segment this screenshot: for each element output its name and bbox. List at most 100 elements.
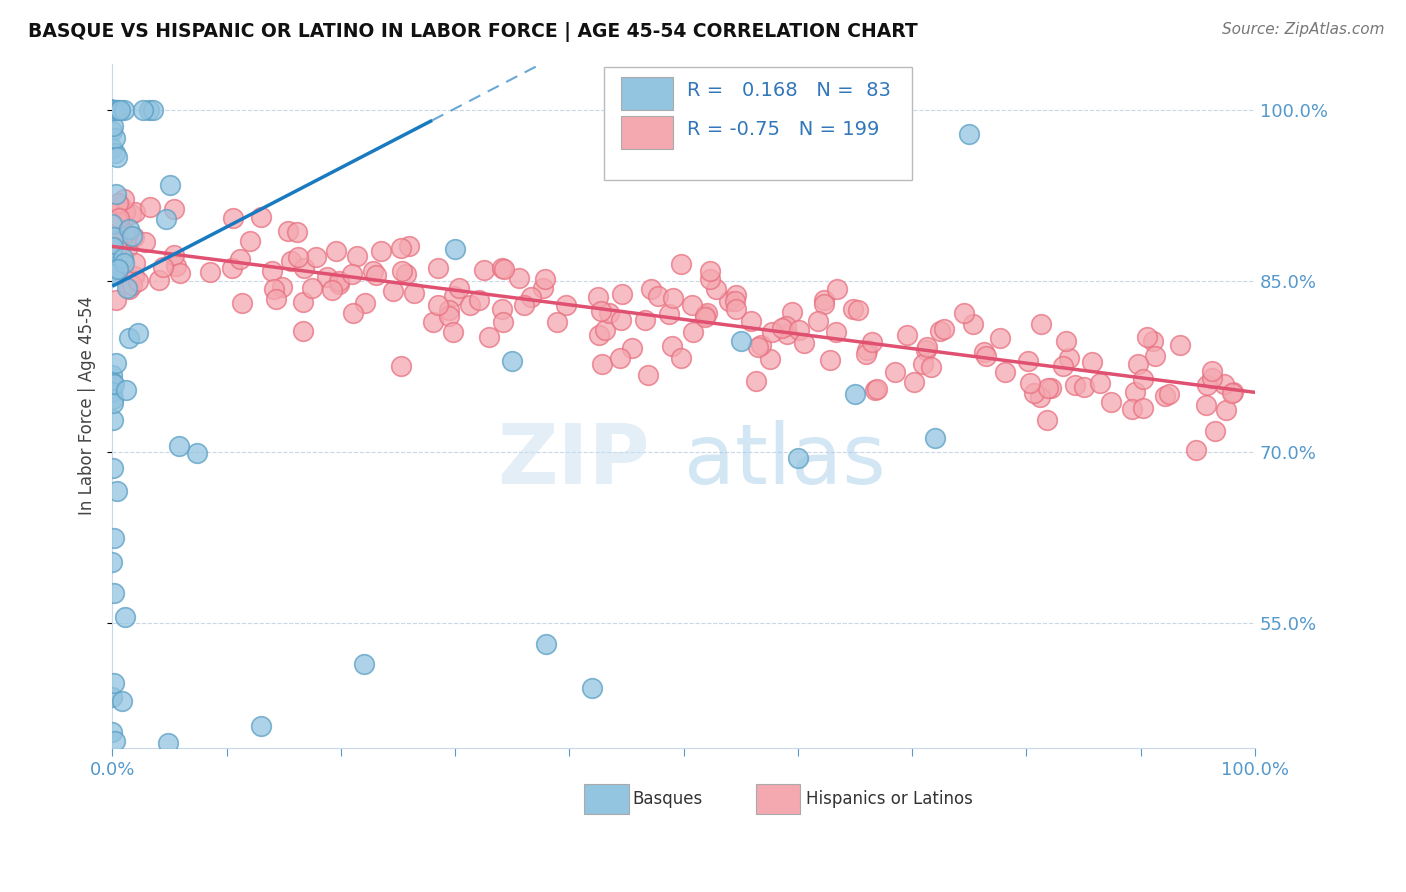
Point [591,357,613,371]
Point [124,205,146,219]
Point [1159,387,1181,401]
Point [121,228,143,243]
Point [101,124,124,138]
Point [825,282,848,296]
Point [761,326,783,340]
Point [105,356,128,370]
Point [717,293,740,308]
Point [1029,390,1052,404]
Point [813,293,835,308]
Point [165,259,187,273]
Point [381,284,404,298]
Point [704,282,727,296]
Point [321,283,343,297]
Point [134,235,156,249]
Point [101,103,124,117]
Point [354,296,377,310]
Point [441,325,464,339]
Point [104,187,127,202]
Point [111,251,134,265]
Point [114,610,136,624]
Point [444,243,467,257]
Text: ZIP: ZIP [496,420,650,501]
Point [305,250,328,264]
Point [468,293,491,307]
Point [391,263,413,277]
Point [262,264,284,278]
Point [1040,381,1063,395]
Point [111,694,134,708]
Point [621,341,644,355]
Point [101,103,124,117]
Point [1204,425,1226,439]
Point [127,326,149,341]
Text: Source: ZipAtlas.com: Source: ZipAtlas.com [1222,22,1385,37]
Point [139,200,162,214]
Point [277,224,299,238]
Point [301,280,323,294]
Point [103,376,125,391]
Point [536,637,558,651]
Point [186,446,208,460]
Point [124,230,146,244]
Point [107,195,129,210]
Point [422,315,444,329]
Point [291,324,314,338]
Point [860,334,883,349]
Point [391,359,413,373]
Point [759,351,782,366]
Point [883,365,905,379]
Text: BASQUE VS HISPANIC OR LATINO IN LABOR FORCE | AGE 45-54 CORRELATION CHART: BASQUE VS HISPANIC OR LATINO IN LABOR FO… [28,22,918,42]
Point [877,116,900,130]
FancyBboxPatch shape [620,116,673,149]
Point [104,103,127,117]
Point [1052,359,1074,373]
Point [924,431,946,445]
Point [513,298,536,312]
Point [264,292,287,306]
Point [101,103,124,117]
Point [112,192,135,206]
Point [1038,381,1060,395]
Point [855,347,877,361]
Point [586,290,609,304]
Point [447,281,470,295]
Point [813,297,835,311]
Point [110,199,132,213]
Point [239,234,262,248]
Point [818,353,841,368]
Point [974,349,997,363]
Point [101,103,124,117]
Point [285,225,308,239]
Point [775,319,797,334]
Point [101,555,124,569]
Point [155,211,177,226]
Point [103,267,125,281]
Point [101,255,124,269]
Point [782,305,804,319]
Point [141,103,163,117]
Point [104,734,127,748]
Point [437,309,460,323]
Point [107,261,129,276]
Point [993,365,1015,379]
Point [103,230,125,244]
Point [770,320,793,334]
Point [492,315,515,329]
Point [122,268,145,283]
Point [1057,351,1080,365]
Point [101,103,124,117]
Point [107,240,129,254]
Point [112,103,135,117]
Point [844,386,866,401]
Point [103,103,125,117]
Point [610,313,633,327]
Point [669,351,692,365]
Point [105,293,128,308]
Point [1056,334,1078,348]
Point [1142,334,1164,348]
Point [198,265,221,279]
Point [953,305,976,319]
Point [1123,384,1146,399]
Point [138,103,160,117]
